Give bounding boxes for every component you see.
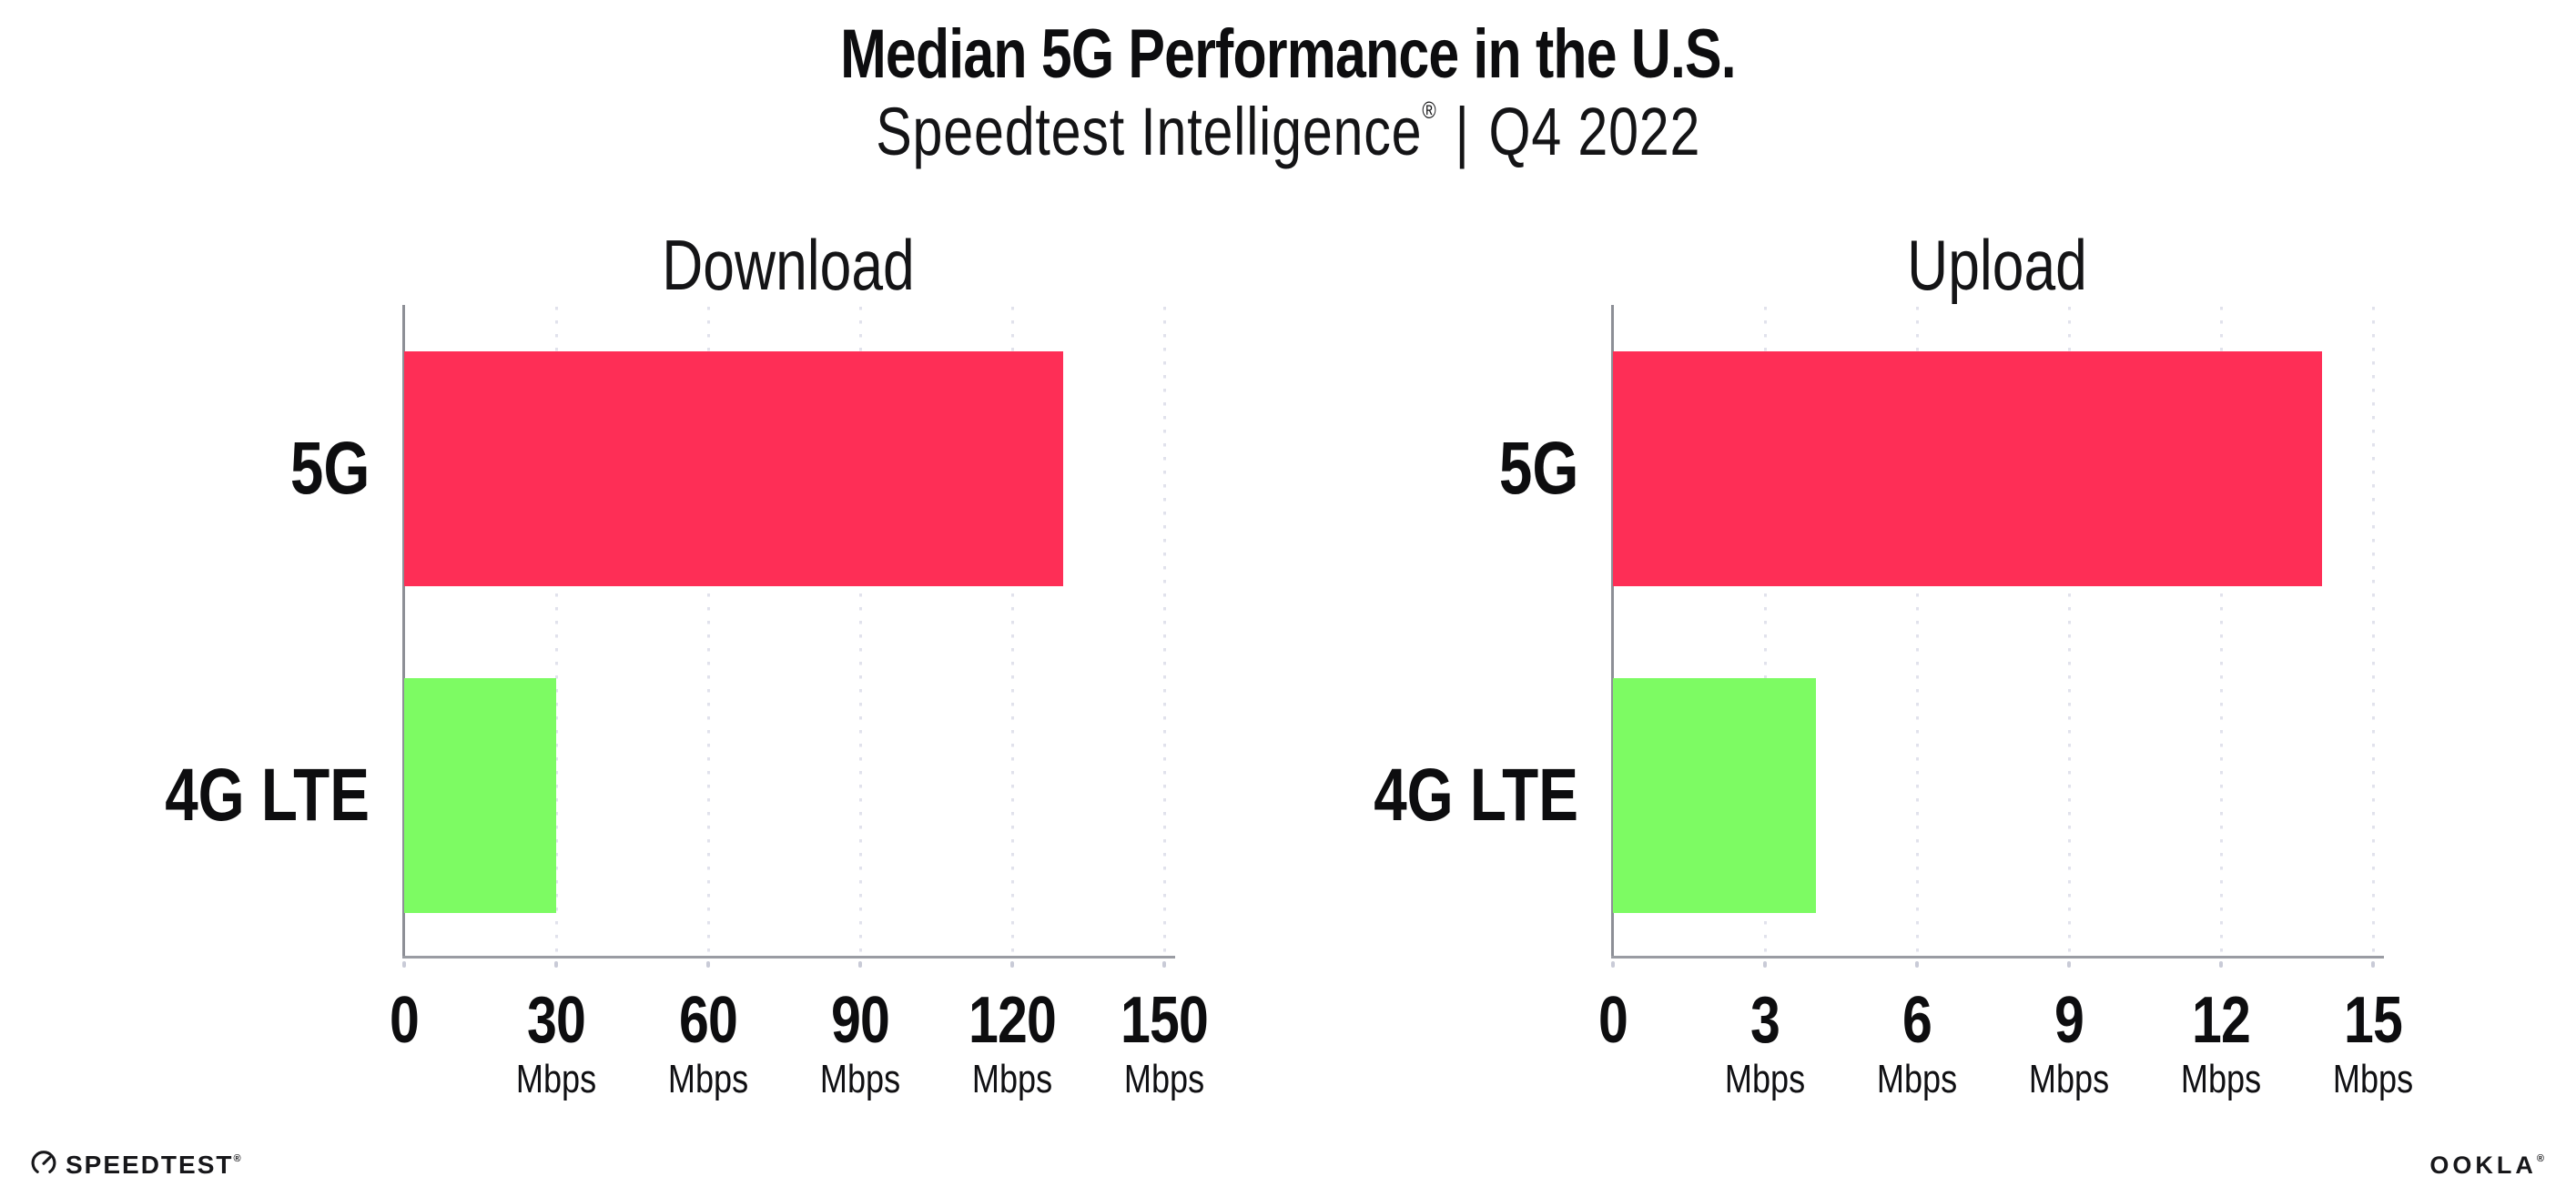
x-tick-unit: Mbps	[515, 1057, 597, 1101]
x-tick-unit: Mbps	[1724, 1057, 1806, 1101]
upload-chart-title: Upload	[1907, 225, 2087, 305]
x-tick-label-0: 0	[322, 988, 486, 1053]
figure-subtitle: Speedtest Intelligence® | Q4 2022	[0, 93, 2576, 170]
x-tick-label-6: 6 Mbps	[1835, 988, 1999, 1100]
registered-mark: ®	[1422, 96, 1436, 124]
download-chart-title: Download	[662, 225, 915, 305]
download-y-axis-line	[402, 305, 405, 959]
x-tick-label-3: 3 Mbps	[1683, 988, 1847, 1100]
speedtest-gauge-icon	[31, 1150, 56, 1173]
x-tick-unit: Mbps	[2180, 1057, 2262, 1101]
bar-4g-lte	[404, 678, 556, 913]
gridline-120	[1010, 307, 1014, 956]
x-tick-label-150: 150 Mbps	[1082, 988, 1246, 1100]
speedtest-logo: SPEEDTEST®	[30, 1145, 241, 1179]
upload-plot-area	[1611, 305, 2384, 968]
x-tick-value: 6	[1902, 984, 1932, 1057]
x-tick-unit: Mbps	[1876, 1057, 1958, 1101]
x-tick-value: 15	[2343, 984, 2403, 1057]
gridline-3	[1763, 307, 1767, 956]
gridline-12	[2219, 307, 2223, 956]
x-tick-unit: Mbps	[2332, 1057, 2414, 1101]
x-tick-label-60: 60 Mbps	[626, 988, 790, 1100]
gridline-90	[858, 307, 862, 956]
download-plot-area	[402, 305, 1175, 968]
bar-5g	[404, 351, 1063, 586]
category-label-4g-lte: 4G LTE	[1374, 754, 1578, 837]
download-x-axis-line	[402, 956, 1175, 959]
x-tick-value: 90	[830, 984, 890, 1057]
x-tick-label-90: 90 Mbps	[778, 988, 942, 1100]
upload-x-axis-line	[1611, 956, 2384, 959]
x-tick-mark-12	[2219, 961, 2223, 968]
upload-y-axis-line	[1611, 305, 1614, 959]
subtitle-divider: |	[1455, 94, 1470, 169]
gridline-150	[1162, 307, 1166, 956]
x-tick-mark-150	[1162, 961, 1166, 968]
x-tick-mark-120	[1010, 961, 1014, 968]
category-label-4g-lte: 4G LTE	[165, 754, 370, 837]
x-tick-mark-90	[858, 961, 862, 968]
x-tick-unit: Mbps	[971, 1057, 1053, 1101]
x-tick-mark-9	[2067, 961, 2071, 968]
page-title: Median 5G Performance in the U.S.	[840, 15, 1737, 93]
gridline-60	[706, 307, 710, 956]
gridline-6	[1915, 307, 1919, 956]
upload-category-labels: 5G 4G LTE	[1349, 305, 1578, 959]
upload-chart: Upload 5G 4G LTE 0 3 Mbps 6 Mbps 9 Mbps 12 Mbps 15…	[1374, 0, 2413, 1197]
bar-4g-lte	[1613, 678, 1816, 913]
speedtest-registered-mark: ®	[233, 1153, 241, 1164]
x-tick-mark-60	[706, 961, 710, 968]
x-tick-label-120: 120 Mbps	[930, 988, 1094, 1100]
download-chart: Download 5G 4G LTE 0 30 Mbps 60 Mbps 90 Mbps 120…	[165, 0, 1209, 1197]
category-label-5g: 5G	[289, 427, 370, 510]
x-tick-label-9: 9 Mbps	[1987, 988, 2151, 1100]
x-tick-value: 9	[2054, 984, 2084, 1057]
x-tick-value: 0	[1597, 984, 1628, 1057]
download-category-labels: 5G 4G LTE	[140, 305, 370, 959]
gridline-15	[2371, 307, 2375, 956]
x-tick-label-0: 0	[1531, 988, 1695, 1053]
x-tick-value: 120	[968, 984, 1057, 1057]
x-tick-unit: Mbps	[819, 1057, 901, 1101]
x-tick-mark-6	[1915, 961, 1919, 968]
x-tick-unit: Mbps	[1123, 1057, 1205, 1101]
x-tick-value: 3	[1749, 984, 1780, 1057]
gridline-9	[2067, 307, 2071, 956]
ookla-wordmark: OOKLA	[2429, 1151, 2537, 1179]
x-tick-value: 12	[2191, 984, 2251, 1057]
x-tick-value: 30	[526, 984, 586, 1057]
x-tick-label-15: 15 Mbps	[2291, 988, 2455, 1100]
x-tick-mark-0	[402, 961, 406, 968]
upload-x-tick-labels: 0 3 Mbps 6 Mbps 9 Mbps 12 Mbps 15 Mbps	[1598, 988, 2413, 1142]
x-tick-label-30: 30 Mbps	[474, 988, 638, 1100]
subtitle-brand: Speedtest Intelligence	[876, 94, 1423, 169]
x-tick-mark-0	[1611, 961, 1615, 968]
bar-5g	[1613, 351, 2322, 586]
x-tick-value: 60	[678, 984, 738, 1057]
x-tick-value: 150	[1120, 984, 1209, 1057]
download-x-tick-labels: 0 30 Mbps 60 Mbps 90 Mbps 120 Mbps 150 Mbps	[390, 988, 1209, 1142]
x-tick-value: 0	[389, 984, 420, 1057]
x-tick-mark-3	[1763, 961, 1767, 968]
x-tick-label-12: 12 Mbps	[2139, 988, 2303, 1100]
ookla-logo: OOKLA®	[2429, 1145, 2544, 1179]
x-tick-unit: Mbps	[667, 1057, 749, 1101]
x-tick-mark-30	[554, 961, 558, 968]
subtitle-inner: Speedtest Intelligence® | Q4 2022	[876, 93, 1700, 170]
subtitle-period: Q4 2022	[1488, 94, 1700, 169]
x-tick-unit: Mbps	[2028, 1057, 2110, 1101]
speedtest-wordmark: SPEEDTEST®	[66, 1151, 241, 1179]
ookla-registered-mark: ®	[2536, 1153, 2544, 1164]
gridline-30	[554, 307, 558, 956]
x-tick-mark-15	[2371, 961, 2375, 968]
category-label-5g: 5G	[1498, 427, 1578, 510]
